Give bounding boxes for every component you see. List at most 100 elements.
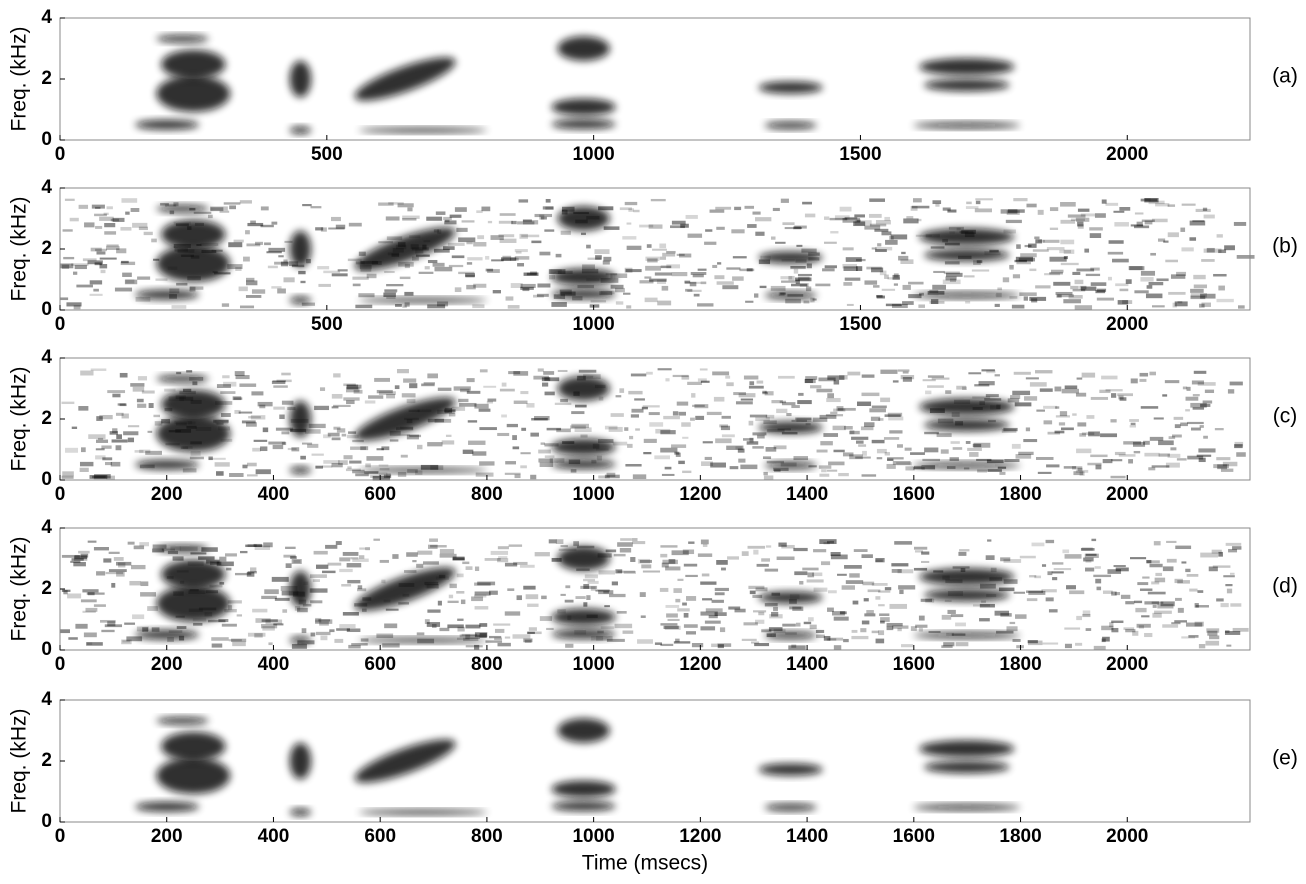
noise xyxy=(1139,372,1149,377)
noise xyxy=(671,220,686,225)
noise xyxy=(1213,464,1229,469)
noise xyxy=(985,555,995,560)
noise xyxy=(1009,296,1018,299)
x-tick-label: 1200 xyxy=(679,654,721,675)
noise xyxy=(1031,542,1045,547)
noise xyxy=(255,241,263,245)
noise xyxy=(715,438,732,444)
noise xyxy=(337,269,348,272)
noise xyxy=(1085,553,1097,556)
noise xyxy=(489,635,502,639)
energy-region xyxy=(551,98,616,116)
noise xyxy=(813,587,828,592)
noise xyxy=(522,287,530,292)
noise xyxy=(526,403,535,408)
noise xyxy=(583,583,590,589)
noise xyxy=(1035,285,1051,289)
noise xyxy=(322,465,333,468)
noise xyxy=(762,391,768,395)
noise xyxy=(875,249,887,253)
noise xyxy=(467,420,478,423)
noise xyxy=(763,471,768,476)
noise xyxy=(1099,389,1111,394)
noise xyxy=(1111,459,1123,462)
noise xyxy=(809,624,817,630)
noise xyxy=(504,562,518,567)
noise xyxy=(973,260,981,265)
noise xyxy=(632,541,646,545)
noise xyxy=(1053,568,1072,571)
noise xyxy=(1049,227,1059,230)
noise xyxy=(648,412,660,416)
noise xyxy=(268,247,286,252)
noise xyxy=(861,554,873,559)
energy-region xyxy=(919,398,1015,416)
energy-region xyxy=(358,637,488,643)
noise xyxy=(609,593,626,598)
noise xyxy=(500,257,517,261)
noise xyxy=(1203,435,1208,439)
noise xyxy=(1028,243,1037,248)
energy-region xyxy=(764,121,817,130)
noise xyxy=(406,434,419,440)
noise xyxy=(660,643,674,647)
noise xyxy=(673,641,691,644)
noise xyxy=(74,265,87,270)
energy-region xyxy=(919,568,1015,586)
noise xyxy=(420,464,439,470)
noise xyxy=(104,231,117,235)
noise xyxy=(630,557,636,562)
energy-region xyxy=(289,126,312,134)
noise xyxy=(705,608,723,613)
noise xyxy=(1216,234,1223,238)
noise xyxy=(291,447,300,452)
noise xyxy=(797,273,812,277)
noise xyxy=(348,644,361,649)
noise xyxy=(304,429,321,434)
noise xyxy=(346,384,362,389)
y-tick-label: 2 xyxy=(41,408,52,429)
noise xyxy=(790,265,806,269)
noise xyxy=(944,599,952,602)
noise xyxy=(702,441,713,444)
noise xyxy=(358,251,366,256)
noise xyxy=(648,224,663,229)
noise xyxy=(967,447,982,451)
noise xyxy=(465,273,475,277)
noise xyxy=(210,206,228,211)
noise xyxy=(372,475,391,481)
noise xyxy=(545,198,551,203)
noise xyxy=(400,433,410,436)
noise xyxy=(474,582,491,586)
noise xyxy=(603,226,620,230)
noise xyxy=(1218,551,1223,557)
noise xyxy=(223,202,241,205)
noise xyxy=(347,258,362,262)
noise xyxy=(598,590,614,595)
noise xyxy=(308,423,326,429)
noise xyxy=(861,374,875,378)
noise xyxy=(773,607,778,612)
noise xyxy=(986,370,996,374)
noise xyxy=(891,569,902,573)
noise xyxy=(878,590,891,593)
noise xyxy=(317,266,330,270)
noise xyxy=(694,404,709,409)
energy-region xyxy=(919,58,1015,76)
noise xyxy=(904,447,912,451)
noise xyxy=(94,474,111,479)
energy-region xyxy=(557,718,610,743)
noise xyxy=(870,416,881,421)
noise xyxy=(944,261,960,265)
energy-region xyxy=(134,289,200,300)
noise xyxy=(93,604,106,607)
noise xyxy=(639,280,654,284)
noise xyxy=(101,445,112,449)
noise xyxy=(897,627,902,632)
noise xyxy=(376,448,384,451)
noise xyxy=(687,381,702,386)
noise xyxy=(1151,218,1168,223)
noise xyxy=(358,293,375,298)
noise xyxy=(403,378,417,383)
noise xyxy=(994,610,1010,616)
